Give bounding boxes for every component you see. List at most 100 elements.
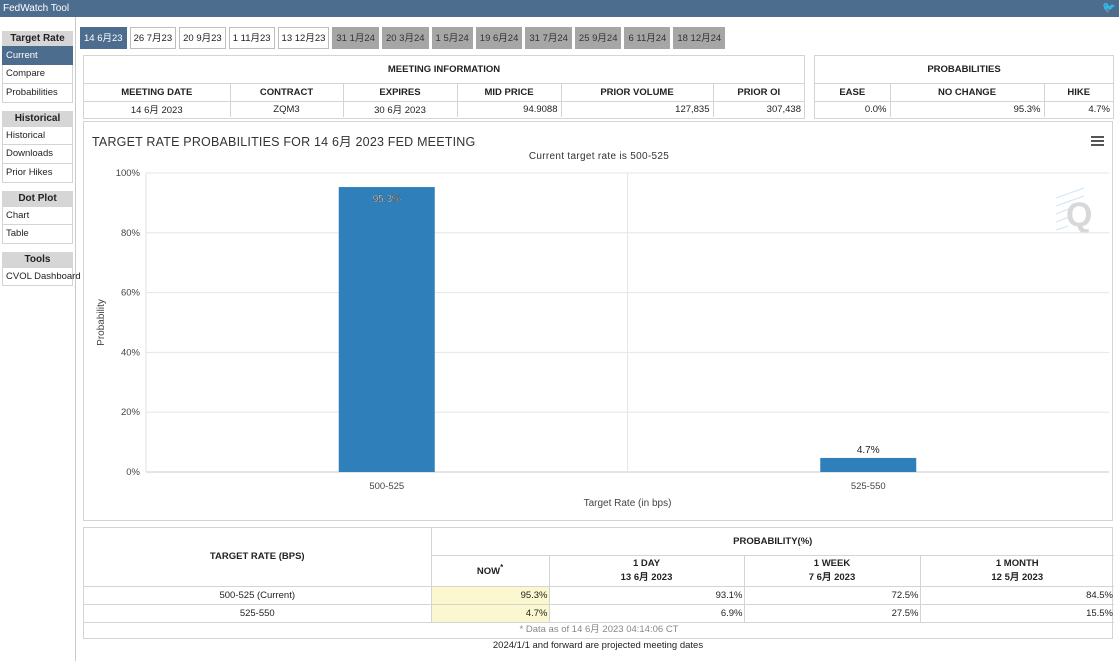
bar-chart: 0% 20% 40% 60% 80% 100% 95.3% 500-525 4.7% 525-55… — [96, 168, 1109, 509]
hike-value: 4.7% — [1043, 100, 1113, 117]
expires-value: 30 6月 2023 — [342, 100, 458, 117]
mid-price-value: 94.9088 — [456, 100, 562, 117]
col-now: NOW* — [430, 554, 550, 587]
sidebar-item-table[interactable]: Table — [2, 225, 73, 244]
col-meeting-date: MEETING DATE — [84, 82, 231, 102]
ease-value: 0.0% — [815, 100, 891, 117]
tab-meeting-projected[interactable]: 31 7月24 — [525, 27, 572, 49]
tab-meeting-projected[interactable]: 25 9月24 — [574, 27, 622, 49]
x-tick-label: 525-550 — [851, 481, 886, 492]
col-now-mark: * — [500, 563, 504, 573]
probabilities-heading: PROBABILITIES — [815, 56, 1113, 84]
now-cell: 95.3% — [430, 585, 550, 605]
col-no-change: NO CHANGE — [889, 82, 1045, 102]
probability-history-panel: TARGET RATE (BPS) PROBABILITY(%) NOW* 1 … — [83, 527, 1114, 639]
sidebar-item-compare[interactable]: Compare — [2, 65, 73, 84]
chart-menu-icon[interactable] — [1091, 136, 1104, 147]
rate-cell: 525-550 — [84, 603, 432, 623]
col-1-month-date: 12 5月 2023 — [991, 572, 1044, 583]
contract-value: ZQM3 — [229, 100, 344, 117]
prior-oi-value: 307,438 — [712, 100, 804, 117]
app-title-bar: FedWatch Tool 🐦 — [0, 0, 1119, 17]
y-axis-title: Probability — [96, 299, 107, 346]
col-mid-price: MID PRICE — [456, 82, 562, 102]
bar-data-label: 4.7% — [857, 445, 880, 456]
day-cell: 93.1% — [548, 585, 745, 605]
quikstrike-watermark-icon: Q — [1055, 187, 1092, 234]
sidebar-heading-dot-plot: Dot Plot — [2, 191, 73, 206]
tab-meeting-projected[interactable]: 19 6月24 — [475, 27, 523, 49]
meeting-tabs: 14 6月23 26 7月23 20 9月23 1 11月23 13 12月23 31 1… — [80, 27, 728, 49]
sidebar: Target Rate Current Compare Probabilitie… — [0, 17, 81, 661]
month-cell: 84.5% — [919, 585, 1114, 605]
prior-volume-value: 127,835 — [560, 100, 714, 117]
col-1-day-label: 1 DAY — [632, 558, 661, 569]
sidebar-heading-historical: Historical — [2, 111, 73, 126]
twitter-icon[interactable]: 🐦 — [1102, 2, 1116, 14]
table-row: 500-525 (Current) 95.3% 93.1% 72.5% 84.5… — [84, 585, 1114, 605]
bar-data-label: 95.3% — [373, 194, 401, 205]
y-tick-label: 100% — [116, 168, 141, 179]
x-axis-title: Target Rate (in bps) — [584, 498, 672, 509]
sidebar-item-downloads[interactable]: Downloads — [2, 145, 73, 164]
chart-panel: TARGET RATE PROBABILITIES FOR 14 6月 2023… — [83, 121, 1113, 521]
sidebar-heading-target-rate: Target Rate — [2, 31, 73, 46]
tab-meeting[interactable]: 20 9月23 — [179, 27, 226, 49]
sidebar-item-historical[interactable]: Historical — [2, 126, 73, 145]
y-tick-label: 20% — [121, 407, 141, 418]
week-cell: 72.5% — [743, 585, 921, 605]
meeting-info-panel: MEETING INFORMATION MEETING DATE CONTRAC… — [83, 55, 805, 119]
col-prior-volume: PRIOR VOLUME — [560, 82, 714, 102]
col-prior-oi: PRIOR OI — [712, 82, 804, 102]
sidebar-item-current[interactable]: Current — [2, 46, 73, 65]
month-cell: 15.5% — [919, 603, 1114, 623]
bar — [820, 457, 917, 472]
data-timestamp-note: * Data as of 14 6月 2023 04:14:06 CT — [519, 624, 679, 635]
y-tick-label: 40% — [121, 347, 141, 358]
meeting-info-heading: MEETING INFORMATION — [84, 56, 804, 84]
col-expires: EXPIRES — [342, 82, 458, 102]
tab-meeting-projected[interactable]: 31 1月24 — [332, 27, 379, 49]
chart-title: TARGET RATE PROBABILITIES FOR 14 6月 2023… — [92, 135, 476, 149]
tab-meeting-projected[interactable]: 1 5月24 — [431, 27, 473, 49]
col-1-month: 1 MONTH 12 5月 2023 — [919, 554, 1114, 587]
col-1-day: 1 DAY 13 6月 2023 — [548, 554, 745, 587]
tab-meeting[interactable]: 13 12月23 — [277, 27, 330, 49]
col-target-rate: TARGET RATE (BPS) — [84, 528, 432, 587]
col-1-week: 1 WEEK 7 6月 2023 — [743, 554, 921, 587]
tab-meeting[interactable]: 26 7月23 — [129, 27, 177, 49]
meeting-date-value: 14 6月 2023 — [84, 100, 231, 117]
day-cell: 6.9% — [548, 603, 745, 623]
y-tick-label: 0% — [126, 467, 140, 478]
tab-meeting-projected[interactable]: 20 3月24 — [381, 27, 429, 49]
tab-meeting-projected[interactable]: 6 11月24 — [624, 27, 671, 49]
sidebar-item-prior-hikes[interactable]: Prior Hikes — [2, 164, 73, 183]
main-content: 14 6月23 26 7月23 20 9月23 1 11月23 13 12月23 31 1… — [77, 17, 1119, 661]
sidebar-heading-tools: Tools — [2, 252, 73, 267]
chart-subtitle: Current target rate is 500-525 — [528, 151, 670, 162]
tab-meeting-projected[interactable]: 18 12月24 — [673, 27, 726, 49]
table-row: 525-550 4.7% 6.9% 27.5% 15.5% — [84, 603, 1114, 623]
tab-meeting[interactable]: 1 11月23 — [228, 27, 275, 49]
col-hike: HIKE — [1043, 82, 1113, 102]
col-contract: CONTRACT — [229, 82, 344, 102]
col-probability-group: PROBABILITY(%) — [430, 528, 1114, 556]
col-ease: EASE — [815, 82, 891, 102]
y-tick-label: 60% — [121, 288, 141, 299]
probabilities-panel: PROBABILITIES EASE NO CHANGE HIKE 0.0% 9… — [814, 55, 1114, 119]
col-1-week-label: 1 WEEK — [813, 558, 851, 569]
tab-meeting[interactable]: 14 6月23 — [80, 27, 127, 49]
week-cell: 27.5% — [743, 603, 921, 623]
watermark-letter: Q — [1066, 196, 1092, 234]
sidebar-item-cvol-dashboard[interactable]: CVOL Dashboard — [2, 267, 81, 286]
col-now-label: NOW — [476, 566, 501, 578]
bar — [338, 187, 435, 472]
sidebar-item-probabilities[interactable]: Probabilities — [2, 84, 73, 103]
col-1-day-date: 13 6月 2023 — [620, 572, 673, 583]
x-tick-label: 500-525 — [369, 481, 404, 492]
col-1-week-date: 7 6月 2023 — [808, 572, 856, 583]
app-title: FedWatch Tool — [3, 3, 70, 14]
col-1-month-label: 1 MONTH — [995, 558, 1039, 569]
projected-dates-note: 2024/1/1 and forward are projected meeti… — [492, 640, 704, 651]
sidebar-item-chart[interactable]: Chart — [2, 206, 73, 225]
